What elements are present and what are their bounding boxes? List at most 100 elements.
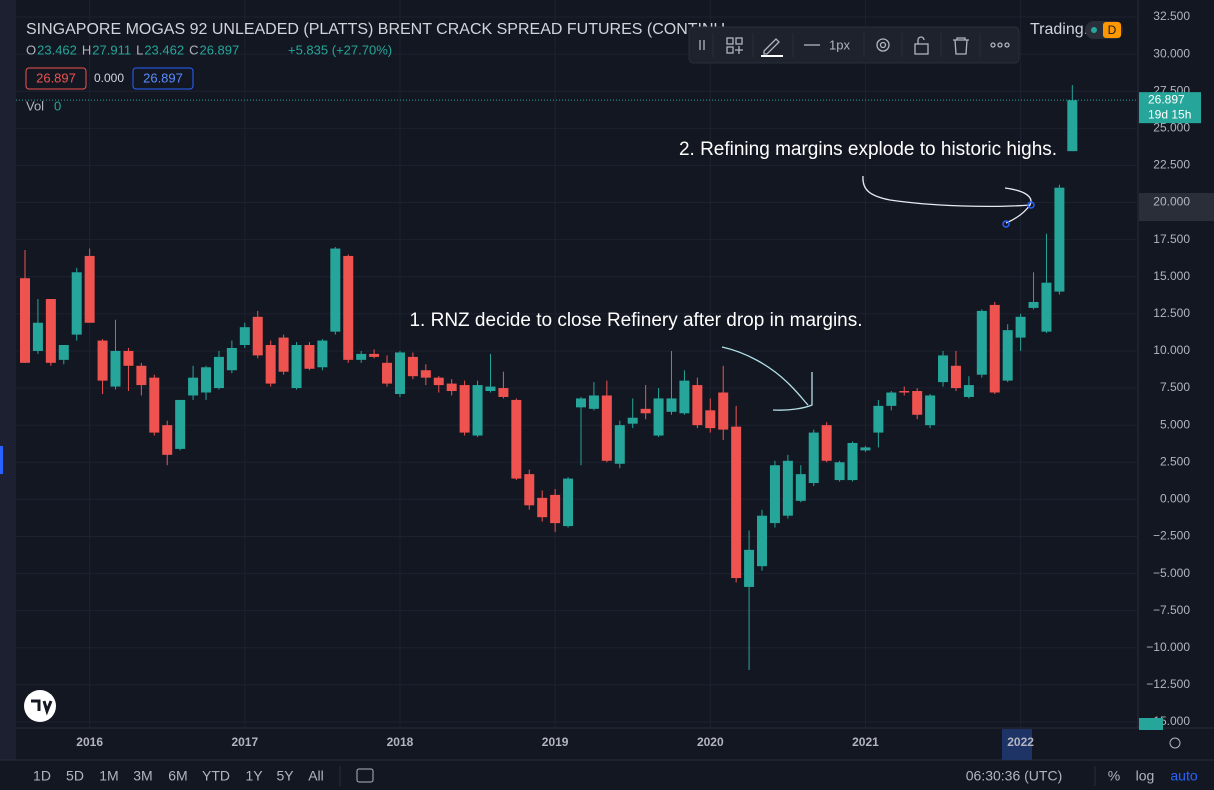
candle-body (821, 425, 832, 461)
candle-body (472, 385, 483, 436)
candle-body (537, 497, 548, 518)
candle-body (757, 515, 768, 567)
candle-body (1028, 301, 1039, 308)
bid-box[interactable] (25, 67, 87, 90)
candle-body (912, 391, 923, 415)
candle-body (110, 350, 121, 387)
y-tick-label: 20.000 (1153, 195, 1190, 209)
candle-body (343, 255, 354, 360)
y-tick-label: 15.000 (1153, 269, 1190, 283)
range-button[interactable]: 1M (99, 768, 118, 784)
candle-body (498, 388, 509, 397)
drawing (721, 346, 813, 411)
x-tick-label: 2018 (387, 735, 414, 749)
candle-body (847, 442, 858, 481)
toolbar-separators (712, 33, 981, 57)
left-marker (0, 446, 3, 474)
ohlc-key: C (189, 42, 198, 57)
drawing-handle[interactable] (1002, 220, 1010, 228)
plot (16, 0, 1138, 728)
icon-more[interactable] (990, 42, 996, 48)
candle-body (239, 327, 250, 346)
countdown: 19d 15h (1148, 107, 1191, 121)
candle-body (433, 377, 444, 386)
candle-body (32, 322, 43, 351)
icon-settings[interactable] (876, 38, 890, 52)
candle-body (782, 460, 793, 516)
ohlc-value: 27.911 (92, 42, 131, 57)
percent-toggle[interactable]: % (1108, 768, 1120, 784)
candle-body (588, 395, 599, 409)
candle-body (524, 474, 535, 506)
date-range-icon[interactable] (356, 768, 374, 783)
bid: 26.897 (36, 70, 76, 85)
bottom-bar: 1D 5D 1M 3M 6M YTD 1Y 5Y All (33, 768, 324, 784)
candle-body (925, 395, 936, 426)
candle-body (330, 248, 341, 332)
candle-body (369, 353, 380, 357)
y-tick-label: 7.500 (1160, 380, 1190, 394)
candle-body (1002, 330, 1013, 381)
auto-toggle[interactable]: auto (1170, 768, 1197, 784)
crosshair-band (1139, 193, 1214, 221)
range-button[interactable]: 6M (168, 768, 187, 784)
log-toggle[interactable]: log (1136, 768, 1155, 784)
range-button[interactable]: 1Y (245, 768, 263, 784)
candle-body (769, 465, 780, 524)
icon-pen[interactable] (763, 38, 780, 55)
candle-body (731, 426, 742, 579)
candle-body (201, 367, 212, 393)
candle-body (989, 304, 1000, 393)
range-button[interactable]: 3M (133, 768, 152, 784)
range-button[interactable]: 5Y (276, 768, 294, 784)
range-button[interactable]: All (308, 768, 324, 784)
icon-add[interactable] (726, 37, 734, 45)
range-button[interactable]: 5D (66, 768, 84, 784)
drawing-handle[interactable] (1027, 201, 1035, 209)
candle-body (1041, 282, 1052, 332)
y-tick-label: 12.500 (1153, 306, 1190, 320)
ask-box[interactable] (132, 67, 194, 90)
range-button[interactable]: YTD (202, 768, 230, 784)
spread: 0.000 (94, 71, 124, 85)
candle-body (1067, 100, 1078, 152)
clock[interactable]: 06:30:36 (UTC) (966, 768, 1062, 784)
candle-body (808, 432, 819, 484)
toolbar-bg (688, 26, 1020, 64)
y-tick-label: 5.000 (1160, 417, 1190, 431)
y-tick-label: −12.500 (1146, 677, 1190, 691)
logo-mark (31, 699, 53, 716)
y-tick-label: 22.500 (1153, 158, 1190, 172)
symbol-title: SINGAPORE MOGAS 92 UNLEADED (PLATTS) BRE… (26, 21, 725, 38)
y-tick-label: 30.000 (1153, 46, 1190, 60)
candle-body (485, 386, 496, 392)
range-button[interactable]: 1D (33, 768, 51, 784)
candle-body (718, 392, 729, 430)
candle-body (317, 340, 328, 368)
y-tick-label: −10.000 (1146, 640, 1190, 654)
settings-icon[interactable] (1169, 737, 1181, 749)
x-tick-label: 2021 (852, 735, 879, 749)
drag-handle[interactable] (699, 40, 705, 50)
y-tick-label: 2.500 (1160, 454, 1190, 468)
status-dot (1091, 27, 1097, 33)
candle-body (575, 398, 586, 408)
y-tick-label: 17.500 (1153, 232, 1190, 246)
candle-body (291, 345, 302, 389)
candle-body (446, 383, 457, 392)
line-width[interactable]: 1px (829, 37, 850, 52)
candle-body (860, 447, 871, 451)
icon-delete[interactable] (953, 37, 969, 55)
y-tick-label: −2.500 (1153, 529, 1190, 543)
icon-lock[interactable] (914, 43, 929, 55)
candle-body (356, 353, 367, 360)
y-tick-label: 0.000 (1160, 492, 1190, 506)
candle-body (304, 345, 315, 369)
candle-body (795, 474, 806, 501)
interval-badge: D (1108, 23, 1117, 37)
candle-body (420, 370, 431, 378)
candle-body (45, 299, 56, 363)
candle-body (226, 347, 237, 371)
